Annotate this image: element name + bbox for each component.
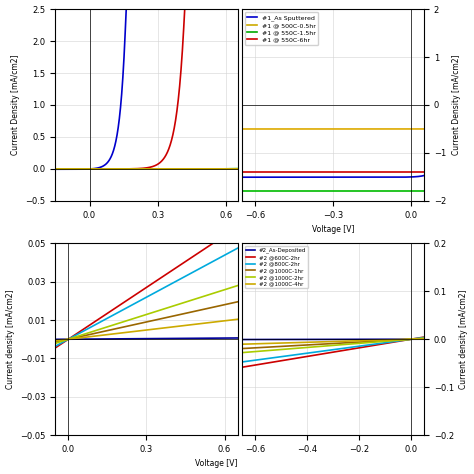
- Legend: #2_As-Deposited, #2 @600C-2hr, #2 @800C-2hr, #2 @1000C-1hr, #2 @1000C-2hr, #2 @1: #2_As-Deposited, #2 @600C-2hr, #2 @800C-…: [245, 246, 308, 288]
- Y-axis label: Current Density [mA/cm2]: Current Density [mA/cm2]: [452, 55, 461, 155]
- X-axis label: Voltage [V]: Voltage [V]: [195, 459, 237, 468]
- Y-axis label: Current Density [mA/cm2]: Current Density [mA/cm2]: [11, 55, 20, 155]
- X-axis label: Voltage [V]: Voltage [V]: [312, 225, 354, 234]
- Y-axis label: Current density [mA/cm2]: Current density [mA/cm2]: [459, 290, 468, 389]
- Legend: #1_As Sputtered, #1 @ 500C-0.5hr, #1 @ 550C-1.5hr, #1 @ 550C-6hr: #1_As Sputtered, #1 @ 500C-0.5hr, #1 @ 5…: [245, 12, 318, 45]
- Y-axis label: Current density [mA/cm2]: Current density [mA/cm2]: [6, 290, 15, 389]
